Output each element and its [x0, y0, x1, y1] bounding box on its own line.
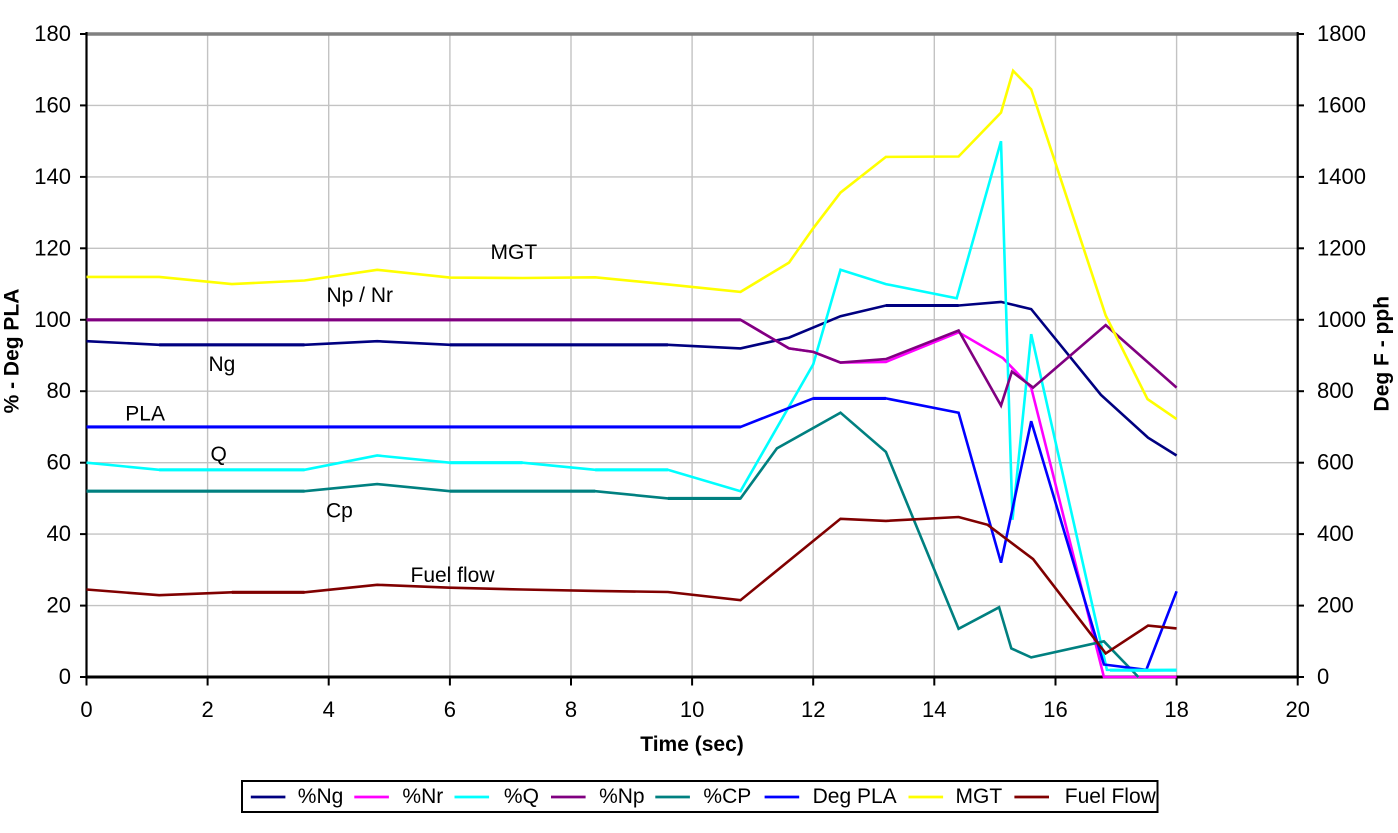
svg-text:4: 4 [323, 697, 335, 722]
svg-text:40: 40 [47, 521, 71, 546]
svg-text:Deg PLA: Deg PLA [813, 785, 897, 808]
svg-text:%Nr: %Nr [402, 785, 443, 808]
svg-text:1400: 1400 [1317, 164, 1366, 189]
svg-text:20: 20 [1285, 697, 1309, 722]
svg-text:%Ng: %Ng [298, 785, 344, 808]
svg-text:0: 0 [59, 664, 71, 689]
svg-text:180: 180 [34, 21, 71, 46]
svg-text:12: 12 [801, 697, 825, 722]
svg-text:%CP: %CP [703, 785, 751, 808]
svg-text:MGT: MGT [956, 785, 1003, 808]
svg-text:200: 200 [1317, 593, 1354, 618]
svg-text:14: 14 [922, 697, 946, 722]
svg-text:60: 60 [47, 450, 71, 475]
svg-text:100: 100 [34, 307, 71, 332]
svg-text:800: 800 [1317, 378, 1354, 403]
svg-text:160: 160 [34, 92, 71, 117]
svg-text:8: 8 [565, 697, 577, 722]
svg-text:Fuel Flow: Fuel Flow [1065, 785, 1157, 808]
svg-text:0: 0 [80, 697, 92, 722]
svg-text:400: 400 [1317, 521, 1354, 546]
svg-text:1200: 1200 [1317, 235, 1366, 260]
svg-text:%Np: %Np [599, 785, 645, 808]
svg-text:0: 0 [1317, 664, 1329, 689]
svg-text:1000: 1000 [1317, 307, 1366, 332]
svg-text:MGT: MGT [491, 241, 538, 264]
svg-text:Q: Q [211, 443, 227, 466]
svg-text:Cp: Cp [326, 500, 353, 523]
svg-text:600: 600 [1317, 450, 1354, 475]
svg-text:PLA: PLA [125, 403, 165, 426]
svg-text:120: 120 [34, 235, 71, 260]
svg-text:1600: 1600 [1317, 92, 1366, 117]
svg-text:20: 20 [47, 593, 71, 618]
svg-text:Deg F - pph: Deg F - pph [1371, 296, 1394, 411]
svg-text:16: 16 [1043, 697, 1067, 722]
svg-text:%Q: %Q [504, 785, 539, 808]
svg-text:2: 2 [201, 697, 213, 722]
svg-text:Time (sec): Time (sec) [640, 733, 744, 756]
svg-text:10: 10 [680, 697, 704, 722]
svg-text:18: 18 [1164, 697, 1188, 722]
svg-text:Ng: Ng [209, 353, 236, 376]
svg-text:140: 140 [34, 164, 71, 189]
svg-text:6: 6 [444, 697, 456, 722]
svg-text:% - Deg PLA: % - Deg PLA [0, 289, 23, 414]
svg-text:1800: 1800 [1317, 21, 1366, 46]
svg-text:Np / Nr: Np / Nr [327, 284, 394, 307]
svg-text:80: 80 [47, 378, 71, 403]
svg-text:Fuel flow: Fuel flow [411, 564, 496, 587]
